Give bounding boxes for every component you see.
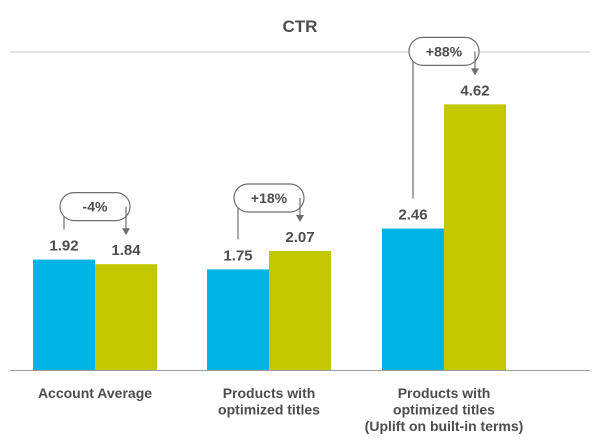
bar-3-series-1 bbox=[382, 228, 444, 370]
change-annotation-2: +18% bbox=[233, 183, 305, 240]
data-label-1-1: 1.92 bbox=[49, 238, 78, 255]
chart-title: CTR bbox=[283, 17, 318, 36]
category-label-line: optimized titles bbox=[218, 402, 320, 418]
annotation-bubble bbox=[233, 183, 305, 213]
bar-1-series-2 bbox=[95, 264, 157, 370]
data-label-3-2: 4.62 bbox=[460, 82, 489, 99]
change-annotation-3: +88% bbox=[408, 36, 480, 199]
bar-2-series-1 bbox=[207, 269, 269, 370]
annotation-bubble bbox=[408, 36, 480, 66]
bar-3-series-2 bbox=[444, 104, 506, 370]
category-label-line: optimized titles bbox=[393, 402, 495, 418]
change-percent-label: +88% bbox=[426, 43, 463, 59]
plot-area: 1.92 1.84 -4% Account Average 1.75 2.07 +18% Pr… bbox=[10, 36, 590, 434]
category-label-line: Products with bbox=[398, 385, 491, 401]
change-annotation-1: -4% bbox=[59, 192, 131, 236]
change-percent-label: +18% bbox=[251, 190, 288, 206]
data-label-2-1: 1.75 bbox=[223, 247, 252, 264]
data-label-1-2: 1.84 bbox=[111, 242, 141, 259]
annotation-arrowhead bbox=[471, 68, 479, 76]
bar-group-1: 1.92 1.84 -4% Account Average bbox=[33, 192, 157, 401]
data-label-2-2: 2.07 bbox=[285, 229, 314, 246]
category-label-line: (Uplift on built-in terms) bbox=[365, 418, 524, 434]
category-label-line: Products with bbox=[223, 385, 316, 401]
annotation-bubble bbox=[59, 192, 131, 222]
annotation-arrowhead bbox=[296, 214, 304, 222]
category-label-line: Account Average bbox=[38, 385, 152, 401]
bar-1-series-1 bbox=[33, 259, 95, 370]
bar-2-series-2 bbox=[269, 250, 331, 370]
annotation-arrowhead bbox=[122, 228, 130, 236]
data-label-3-1: 2.46 bbox=[398, 207, 427, 224]
change-percent-label: -4% bbox=[83, 199, 108, 215]
